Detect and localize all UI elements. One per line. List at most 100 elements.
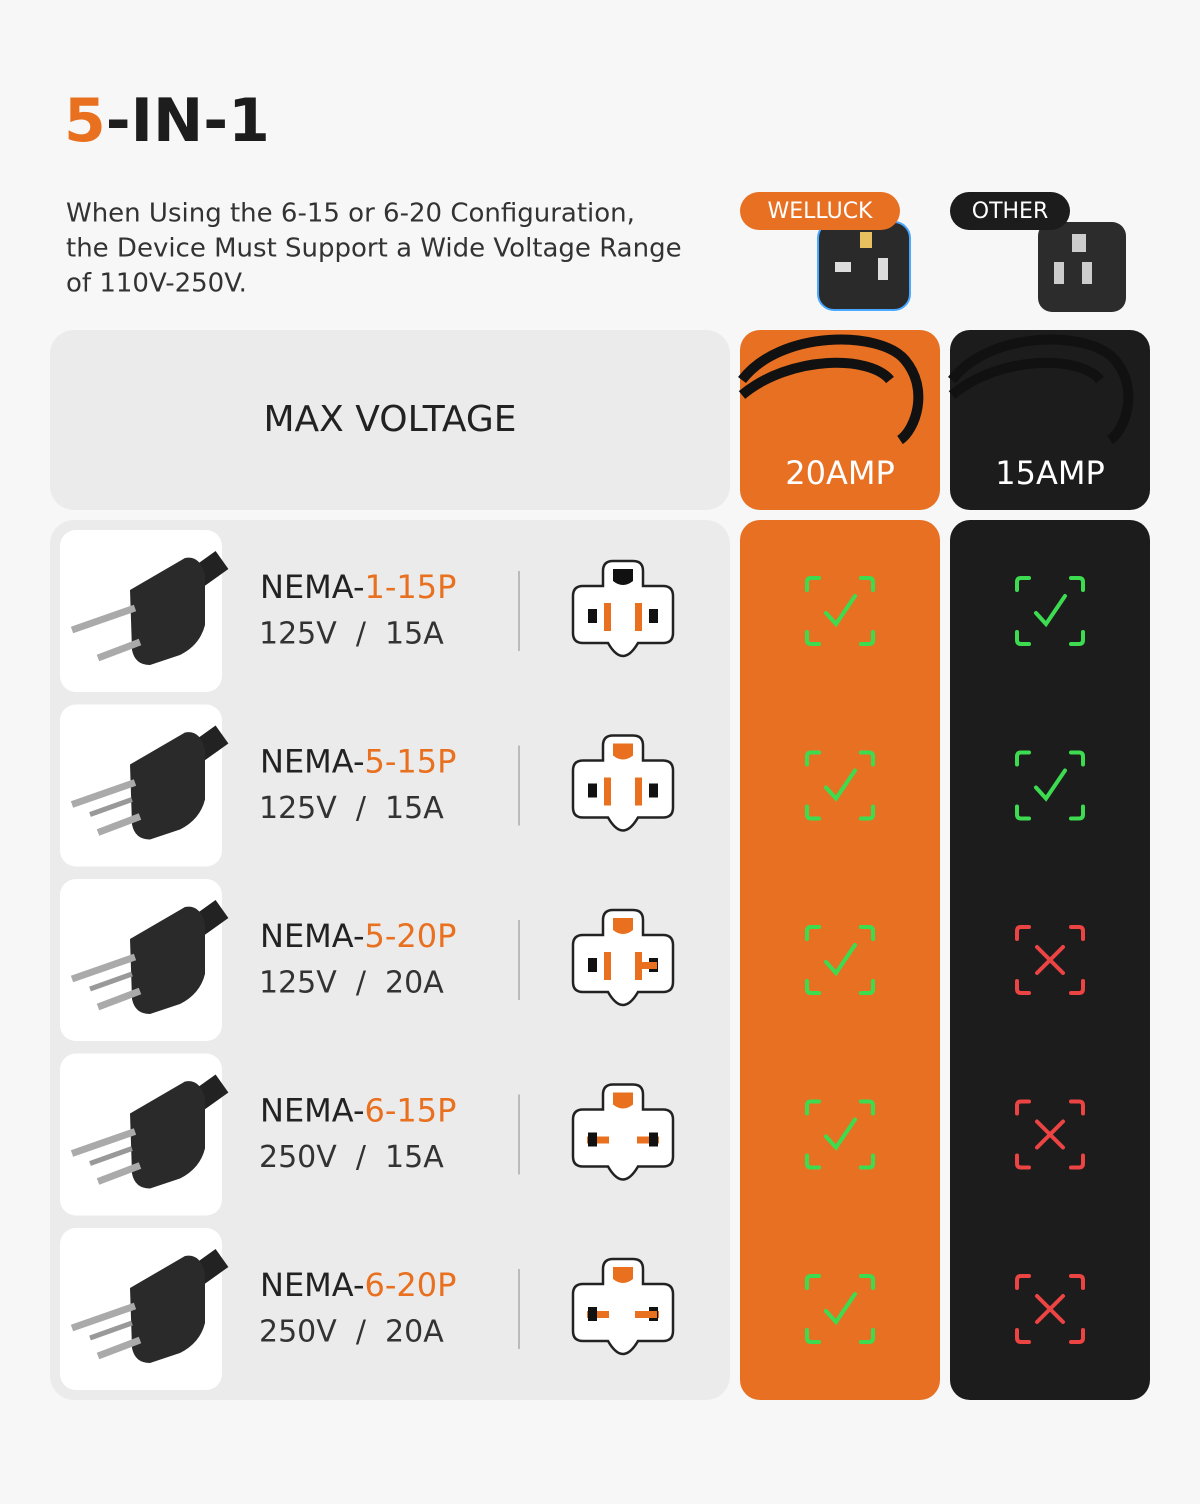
column-body	[740, 520, 940, 1400]
outlet-slot-t	[635, 962, 657, 969]
row-spec: 125V / 15A	[259, 617, 444, 652]
row: NEMA-6-20P 250V / 20A	[60, 1228, 1085, 1390]
row-name-code: 5-20P	[365, 917, 457, 955]
column-rating: 20AMP	[785, 454, 895, 492]
outlet-slot	[635, 603, 642, 631]
plug-prong	[96, 1162, 142, 1185]
row-spec: 250V / 15A	[259, 1140, 444, 1175]
row-name-prefix: NEMA-	[260, 1266, 365, 1304]
cross-icon-frame	[1015, 1099, 1085, 1170]
plug-body	[130, 1081, 205, 1189]
plug-prong	[70, 953, 137, 983]
title: 5-IN-1	[64, 86, 270, 156]
check-icon-frame	[805, 1274, 875, 1344]
row-name: NEMA-6-20P	[260, 1266, 456, 1304]
check-mark	[1034, 594, 1067, 628]
plug-ground	[89, 1146, 133, 1166]
row-name: NEMA-5-20P	[260, 917, 456, 955]
row-name: NEMA-6-15P	[260, 1092, 456, 1130]
cord-image	[738, 334, 1134, 445]
outlet-slot-t	[635, 1311, 657, 1318]
outlet-slot	[587, 1136, 609, 1144]
outlet-pin	[649, 783, 658, 798]
title-rest: -IN-1	[106, 86, 270, 156]
badge-label: WELLUCK	[768, 199, 874, 224]
check-icon-frame	[1015, 576, 1085, 646]
description-line: When Using the 6-15 or 6-20 Configuratio…	[66, 199, 635, 229]
badge-label: OTHER	[972, 199, 1048, 224]
check-icon-frame	[805, 1099, 875, 1170]
outlet-outline	[571, 1083, 675, 1181]
badge	[950, 192, 1070, 230]
plug-prong	[70, 779, 137, 808]
check-icon-frame	[805, 925, 875, 995]
cross-mark	[1035, 945, 1065, 975]
outlet-pin	[588, 1132, 597, 1147]
outlet-pin	[588, 783, 597, 798]
plug-prong	[70, 1128, 137, 1157]
header-label: MAX VOLTAGE	[263, 399, 516, 440]
outlet-pin	[588, 609, 597, 623]
cross-mark	[1035, 1119, 1065, 1150]
description-line: the Device Must Support a Wide Voltage R…	[66, 234, 682, 264]
plug-prong	[70, 1302, 137, 1332]
check-mark	[824, 768, 857, 802]
row-name-code: 6-20P	[365, 1266, 457, 1304]
row-name-prefix: NEMA-	[260, 917, 365, 955]
plug-ground	[89, 797, 133, 817]
cross-icon-frame	[1015, 925, 1085, 995]
check-mark	[824, 1117, 857, 1151]
row-spec: 125V / 15A	[259, 791, 444, 826]
outlet-pin	[588, 958, 597, 972]
row-name: NEMA-1-15P	[260, 568, 456, 606]
cross-mark	[1035, 1294, 1065, 1324]
row-name-code: 5-15P	[365, 743, 457, 781]
outlet-ground	[613, 569, 633, 585]
outlet-slot	[604, 603, 611, 631]
row-name-prefix: NEMA-	[260, 743, 365, 781]
row-name-code: 1-15P	[365, 568, 457, 606]
plug-body	[130, 732, 205, 840]
plug-prong	[96, 1336, 142, 1360]
outlet-pin	[649, 609, 658, 623]
outlet-ground	[613, 1267, 633, 1283]
check-icon-frame	[805, 750, 875, 821]
check-mark	[824, 594, 857, 628]
plug-prong	[96, 638, 142, 662]
row-spec: 125V / 20A	[259, 966, 444, 1001]
plug-prong	[96, 987, 142, 1011]
outlet-pin	[588, 1307, 597, 1321]
badge	[740, 192, 900, 230]
row-name-prefix: NEMA-	[260, 1092, 365, 1130]
outlet-slot	[587, 1311, 609, 1318]
row-name-prefix: NEMA-	[260, 568, 365, 606]
row-spec: 250V / 20A	[259, 1315, 444, 1350]
outlet-slot	[637, 1136, 659, 1144]
row: NEMA-5-15P 125V / 15A	[60, 704, 1085, 867]
description-line: of 110V-250V.	[66, 269, 247, 299]
outlet-slot	[635, 777, 642, 806]
plug-prong	[96, 813, 142, 836]
cross-icon-frame	[1015, 1274, 1085, 1344]
header-box	[50, 330, 730, 510]
plug-body	[130, 557, 205, 665]
check-mark	[824, 1292, 857, 1326]
outlet-pin	[649, 1132, 658, 1147]
outlet-ground	[613, 1092, 633, 1109]
outlet-slot	[604, 952, 611, 980]
row: NEMA-6-15P 250V / 15A	[60, 1053, 1085, 1216]
check-mark	[1034, 768, 1067, 802]
plug-prong	[70, 604, 137, 634]
outlet-outline	[571, 734, 675, 832]
outlet-outline	[571, 1257, 675, 1356]
check-icon-frame	[1015, 750, 1085, 821]
outlet-ground	[613, 743, 633, 760]
outlet-outline	[571, 559, 675, 658]
plug-body	[130, 1255, 205, 1363]
row: NEMA-1-15P 125V / 15A	[60, 530, 1085, 692]
row-name: NEMA-5-15P	[260, 743, 456, 781]
outlet-ground	[613, 918, 633, 934]
